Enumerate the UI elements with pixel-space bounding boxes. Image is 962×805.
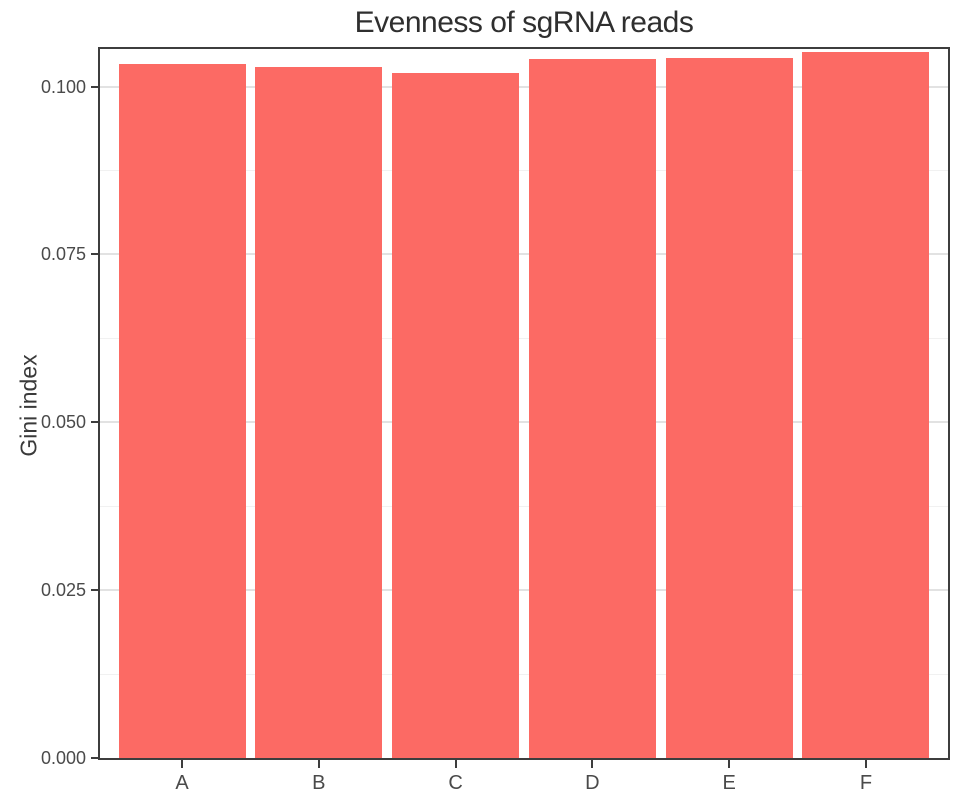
x-tick-label-B: B (312, 772, 326, 794)
gridline-major (100, 421, 948, 424)
bar-B (255, 67, 382, 758)
y-tick (91, 85, 98, 88)
x-tick (317, 760, 320, 768)
y-tick-label: 0.025 (40, 580, 86, 601)
gridline-major (100, 85, 948, 88)
y-tick (91, 589, 98, 592)
chart-title: Evenness of sgRNA reads (354, 6, 694, 39)
y-tick-label: 0.000 (40, 748, 86, 768)
x-tick (591, 760, 594, 768)
y-tick (91, 421, 98, 424)
bar-F (802, 51, 929, 758)
x-tick (454, 760, 457, 768)
y-tick-label: 0.075 (40, 244, 86, 265)
x-tick (864, 760, 867, 768)
x-tick-label-E: E (722, 772, 736, 794)
gridline-minor (100, 505, 948, 507)
y-axis-label: Gini index (15, 354, 42, 457)
x-tick-label-A: A (175, 772, 189, 794)
x-tick-label-F: F (859, 772, 873, 794)
gridline-minor (100, 170, 948, 172)
bar-D (529, 59, 656, 758)
y-tick (91, 757, 98, 759)
x-tick-label-D: D (585, 772, 600, 794)
y-tick (91, 253, 98, 256)
bar-A (119, 64, 246, 758)
bar-C (392, 73, 519, 758)
gridline-minor (100, 337, 948, 339)
x-tick (181, 760, 184, 768)
y-tick-label: 0.100 (40, 76, 86, 97)
x-tick-label-C: C (448, 772, 463, 794)
y-tick-label: 0.050 (40, 412, 86, 433)
gridline-minor (100, 673, 948, 675)
x-tick (728, 760, 731, 768)
bar-E (666, 57, 793, 758)
gridline-major (100, 589, 948, 592)
gridline-major (100, 253, 948, 256)
